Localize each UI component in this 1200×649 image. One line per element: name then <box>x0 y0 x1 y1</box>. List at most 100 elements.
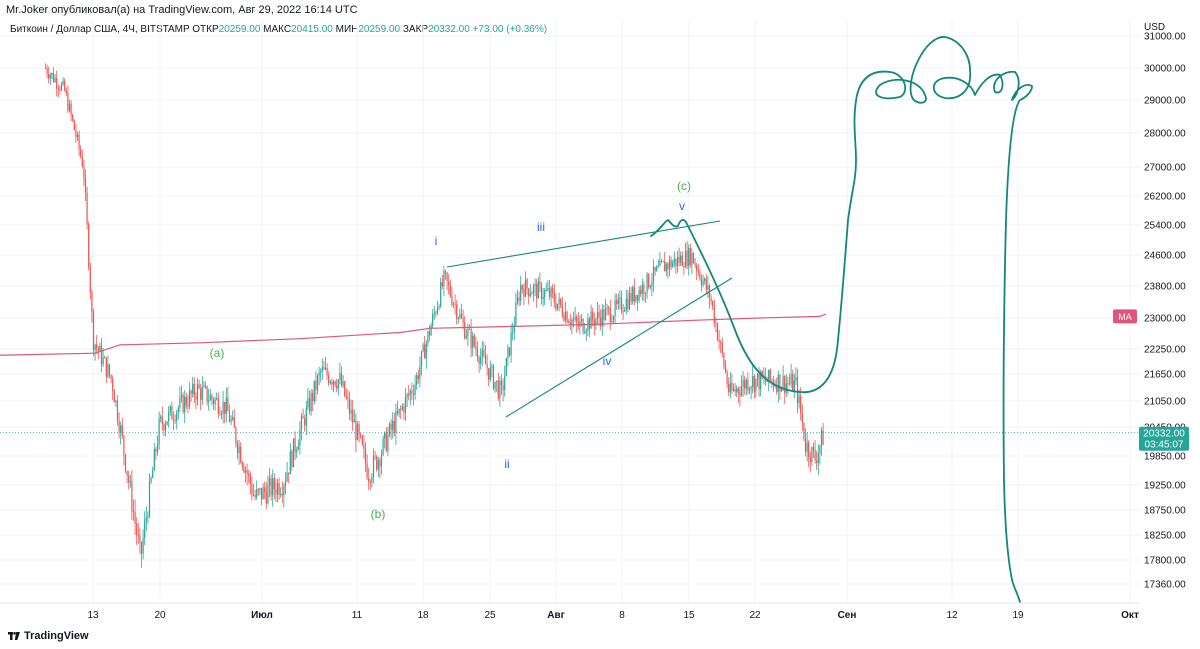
candle-body <box>44 68 47 69</box>
y-tick-label: 27000.00 <box>1144 163 1186 174</box>
x-tick-label: 11 <box>352 610 363 621</box>
candle-body <box>132 511 135 513</box>
x-tick-label: 18 <box>417 610 429 621</box>
candle-body <box>352 409 354 423</box>
candle-body <box>123 435 125 455</box>
candle-body <box>478 358 480 364</box>
candle-body <box>292 438 295 468</box>
candle-body <box>636 295 639 301</box>
candle-body <box>411 390 413 394</box>
candle-body <box>118 420 120 433</box>
tradingview-footer[interactable]: TradingView <box>8 630 89 642</box>
candle-body <box>811 446 813 463</box>
tradingview-logo-icon <box>8 632 20 640</box>
candle-body <box>721 342 723 354</box>
candle-body <box>284 481 287 486</box>
candle-body <box>300 416 303 430</box>
candle-body <box>244 470 247 473</box>
candle-body <box>414 384 416 395</box>
candle-body <box>649 286 651 288</box>
candle-body <box>145 517 147 522</box>
candle-body <box>120 425 122 433</box>
candle-body <box>688 248 690 267</box>
candle-body <box>472 335 474 348</box>
candle-body <box>620 297 623 312</box>
candle-body <box>256 489 258 498</box>
candle-body <box>331 381 333 385</box>
candle-body <box>222 402 224 414</box>
candle-body <box>587 318 589 331</box>
candle-body <box>638 289 640 301</box>
candle-body <box>105 357 107 377</box>
candle-body <box>337 379 339 389</box>
wave-label: v <box>679 199 685 213</box>
candle-body <box>152 470 154 479</box>
candle-body <box>211 395 213 400</box>
candle-body <box>188 390 191 407</box>
candle-body <box>334 381 336 386</box>
candle-body <box>488 368 490 380</box>
candle-body <box>78 134 80 149</box>
candle-body <box>795 376 797 381</box>
candle-body <box>294 438 296 453</box>
candle-body <box>438 306 440 308</box>
candle-body <box>758 373 760 390</box>
candle-body <box>582 319 584 333</box>
candle-body <box>566 312 568 323</box>
candle-body <box>782 375 784 388</box>
x-tick-label: 20 <box>154 610 166 621</box>
candle-body <box>195 396 197 400</box>
candle-body <box>387 435 389 451</box>
candle-body <box>340 373 343 386</box>
candle-body <box>155 449 157 452</box>
candle-body <box>251 484 253 495</box>
low-label: МИН <box>335 24 359 35</box>
candle-body <box>92 312 95 350</box>
candle-body <box>206 386 208 402</box>
candle-body <box>606 307 608 309</box>
close-label: ЗАКР <box>402 24 429 35</box>
candle-body <box>697 271 699 273</box>
candle-body <box>600 317 602 327</box>
candle-body <box>590 311 592 329</box>
candle-body <box>470 328 472 348</box>
candle-body <box>416 375 418 385</box>
candle-body <box>448 281 450 286</box>
candle-body <box>625 298 627 311</box>
symbol-title[interactable]: Биткоин / Доллар США, 4Ч, BITSTAMP <box>10 24 190 35</box>
candle-body <box>545 290 547 292</box>
candle-body <box>328 375 330 384</box>
candle-body <box>460 313 463 319</box>
candle-body <box>480 356 482 364</box>
y-tick-label: 24600.00 <box>1144 251 1186 262</box>
wave-label: (c) <box>677 179 691 193</box>
candle-body <box>246 470 248 475</box>
candle-body <box>473 335 475 346</box>
candle-body <box>227 397 229 412</box>
candle-body <box>326 367 328 376</box>
candle-body <box>627 298 629 310</box>
candle-body <box>156 444 159 452</box>
candle-body <box>166 421 168 425</box>
candle-body <box>662 261 664 263</box>
candle-body <box>771 379 773 381</box>
candle-body <box>48 73 50 79</box>
candle-body <box>699 271 701 280</box>
candle-body <box>140 542 143 554</box>
candle-body <box>422 344 424 352</box>
candle-body <box>94 344 96 350</box>
candle-body <box>646 273 648 293</box>
y-tick-label: 18750.00 <box>1144 506 1186 517</box>
candle-body <box>665 263 667 272</box>
candle-body <box>700 279 703 285</box>
candle-body <box>396 411 399 414</box>
candle-body <box>745 380 747 389</box>
y-tick-label: 31000.00 <box>1144 32 1186 43</box>
candle-body <box>72 114 74 121</box>
candle-body <box>496 380 498 382</box>
candle-body <box>297 445 299 450</box>
candle-body <box>177 407 179 413</box>
candle-body <box>539 281 541 285</box>
candle-body <box>124 454 127 472</box>
